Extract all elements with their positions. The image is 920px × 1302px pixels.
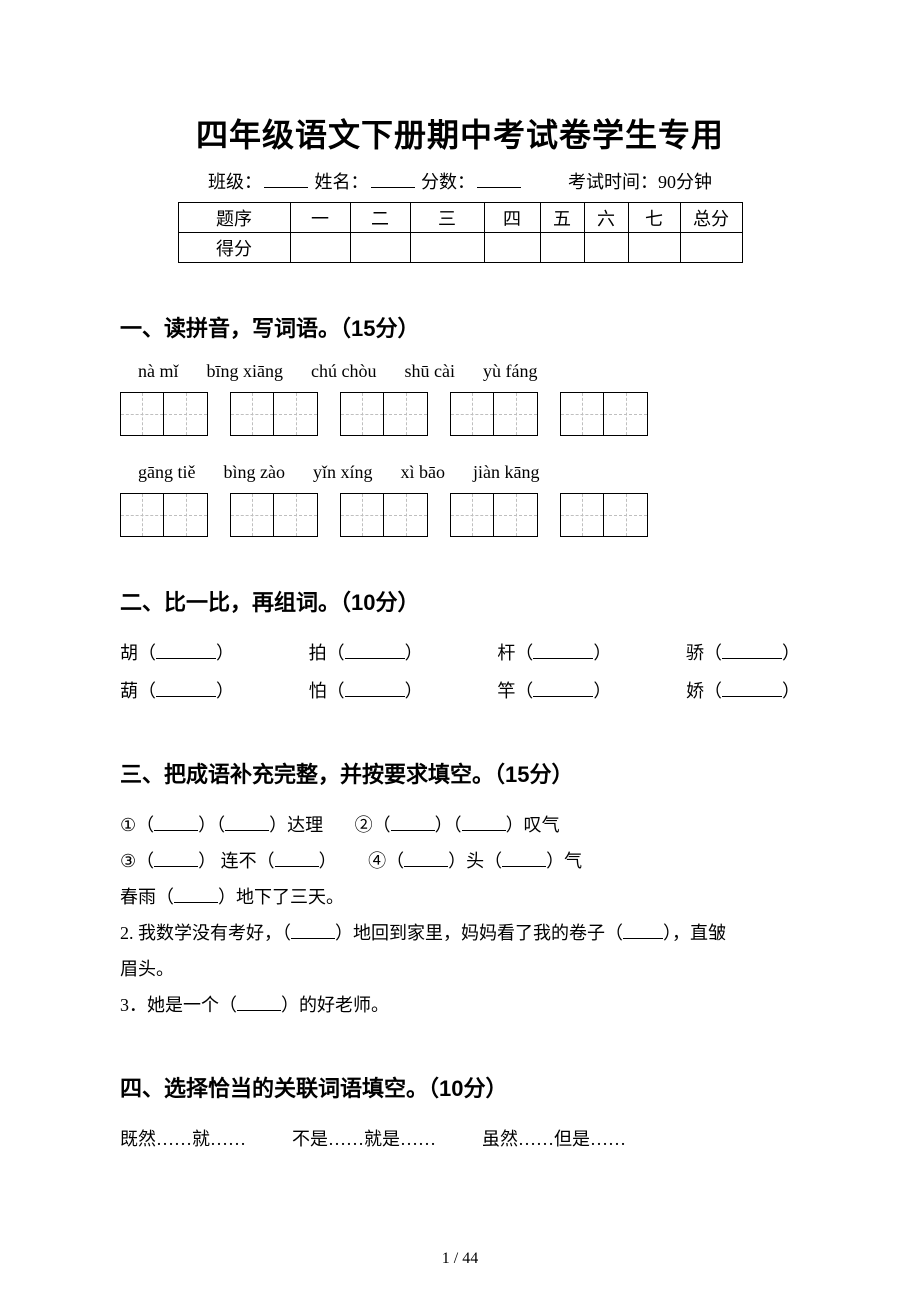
section-3-heading: 三、把成语补充完整，并按要求填空。（15分） bbox=[120, 757, 800, 789]
blank[interactable] bbox=[623, 921, 663, 939]
blank[interactable] bbox=[345, 679, 405, 697]
char-box-pair[interactable] bbox=[120, 392, 208, 436]
score-cell[interactable] bbox=[584, 233, 628, 263]
col-2: 二 bbox=[350, 203, 410, 233]
blank[interactable] bbox=[291, 921, 335, 939]
blank[interactable] bbox=[502, 849, 546, 867]
char-box-pair[interactable] bbox=[450, 392, 538, 436]
pinyin: chú chòu bbox=[311, 361, 376, 382]
blank[interactable] bbox=[533, 641, 593, 659]
col-1: 一 bbox=[290, 203, 350, 233]
blank[interactable] bbox=[174, 885, 218, 903]
col-5: 五 bbox=[540, 203, 584, 233]
col-7: 七 bbox=[628, 203, 680, 233]
blank[interactable] bbox=[345, 641, 405, 659]
blank[interactable] bbox=[156, 679, 216, 697]
blank[interactable] bbox=[404, 849, 448, 867]
name-label: 姓名： bbox=[315, 172, 369, 192]
pinyin: xì bāo bbox=[400, 462, 445, 483]
score-value-row: 得分 bbox=[178, 233, 742, 263]
blank[interactable] bbox=[154, 849, 198, 867]
blank[interactable] bbox=[225, 813, 269, 831]
score-table: 题序 一 二 三 四 五 六 七 总分 得分 bbox=[178, 202, 743, 263]
compare-row: 葫（） 怕（） 竿（） 娇（） bbox=[120, 673, 800, 709]
class-label: 班级： bbox=[208, 172, 262, 192]
char-box-pair[interactable] bbox=[230, 392, 318, 436]
exam-page: 四年级语文下册期中考试卷学生专用 班级： 姓名： 分数： 考试时间：90分钟 题… bbox=[0, 0, 920, 1302]
pinyin: bīng xiāng bbox=[207, 361, 284, 382]
blank[interactable] bbox=[722, 641, 782, 659]
char-box-pair[interactable] bbox=[450, 493, 538, 537]
score-cell[interactable] bbox=[484, 233, 540, 263]
char-box-pair[interactable] bbox=[340, 392, 428, 436]
score-row-label: 得分 bbox=[178, 233, 290, 263]
char-box-pair[interactable] bbox=[340, 493, 428, 537]
page-number: 1 / 44 bbox=[0, 1250, 920, 1268]
char-box-pair[interactable] bbox=[560, 392, 648, 436]
blank[interactable] bbox=[462, 813, 506, 831]
section-3-body: ①（）（）达理 ②（）（）叹气 ③（） 连不（） ④（）头（）气 春雨（）地下了… bbox=[120, 807, 800, 1023]
char-box-pair[interactable] bbox=[230, 493, 318, 537]
score-header-row: 题序 一 二 三 四 五 六 七 总分 bbox=[178, 203, 742, 233]
score-cell[interactable] bbox=[540, 233, 584, 263]
page-title: 四年级语文下册期中考试卷学生专用 bbox=[120, 110, 800, 156]
boxes-row-1 bbox=[120, 392, 800, 436]
section-1-heading: 一、读拼音，写词语。（15分） bbox=[120, 311, 800, 343]
section-2-heading: 二、比一比，再组词。（10分） bbox=[120, 585, 800, 617]
conj-option: 既然……就…… bbox=[120, 1121, 246, 1157]
student-info-line: 班级： 姓名： 分数： 考试时间：90分钟 bbox=[120, 168, 800, 194]
col-3: 三 bbox=[410, 203, 484, 233]
pinyin: gāng tiě bbox=[138, 462, 195, 483]
blank[interactable] bbox=[391, 813, 435, 831]
pinyin: nà mǐ bbox=[138, 361, 179, 382]
section-4-options: 既然……就…… 不是……就是…… 虽然……但是…… bbox=[120, 1121, 800, 1157]
char-box-pair[interactable] bbox=[560, 493, 648, 537]
pinyin: bìng zào bbox=[223, 462, 284, 483]
score-label: 分数： bbox=[421, 172, 475, 192]
pinyin-row-2: gāng tiě bìng zào yǐn xíng xì bāo jiàn k… bbox=[138, 462, 800, 483]
score-cell[interactable] bbox=[410, 233, 484, 263]
compare-row: 胡（） 拍（） 杆（） 骄（） bbox=[120, 635, 800, 671]
section-4-heading: 四、选择恰当的关联词语填空。（10分） bbox=[120, 1071, 800, 1103]
pinyin: shū cài bbox=[404, 361, 454, 382]
boxes-row-2 bbox=[120, 493, 800, 537]
score-cell[interactable] bbox=[350, 233, 410, 263]
blank[interactable] bbox=[275, 849, 319, 867]
name-blank[interactable] bbox=[371, 170, 415, 188]
blank[interactable] bbox=[156, 641, 216, 659]
score-blank[interactable] bbox=[477, 170, 521, 188]
blank[interactable] bbox=[533, 679, 593, 697]
header-label-cell: 题序 bbox=[178, 203, 290, 233]
pinyin-row-1: nà mǐ bīng xiāng chú chòu shū cài yù fán… bbox=[138, 361, 800, 382]
conj-option: 虽然……但是…… bbox=[482, 1121, 626, 1157]
time-label: 考试时间：90分钟 bbox=[568, 172, 712, 192]
col-6: 六 bbox=[584, 203, 628, 233]
score-cell[interactable] bbox=[290, 233, 350, 263]
class-blank[interactable] bbox=[264, 170, 308, 188]
blank[interactable] bbox=[722, 679, 782, 697]
pinyin: yǐn xíng bbox=[313, 462, 373, 483]
col-total: 总分 bbox=[680, 203, 742, 233]
blank[interactable] bbox=[154, 813, 198, 831]
char-box-pair[interactable] bbox=[120, 493, 208, 537]
pinyin: yù fáng bbox=[483, 361, 537, 382]
col-4: 四 bbox=[484, 203, 540, 233]
section-2-body: 胡（） 拍（） 杆（） 骄（） 葫（） 怕（） 竿（） 娇（） bbox=[120, 635, 800, 709]
pinyin: jiàn kāng bbox=[473, 462, 539, 483]
blank[interactable] bbox=[237, 993, 281, 1011]
score-cell[interactable] bbox=[680, 233, 742, 263]
score-cell[interactable] bbox=[628, 233, 680, 263]
conj-option: 不是……就是…… bbox=[292, 1121, 436, 1157]
